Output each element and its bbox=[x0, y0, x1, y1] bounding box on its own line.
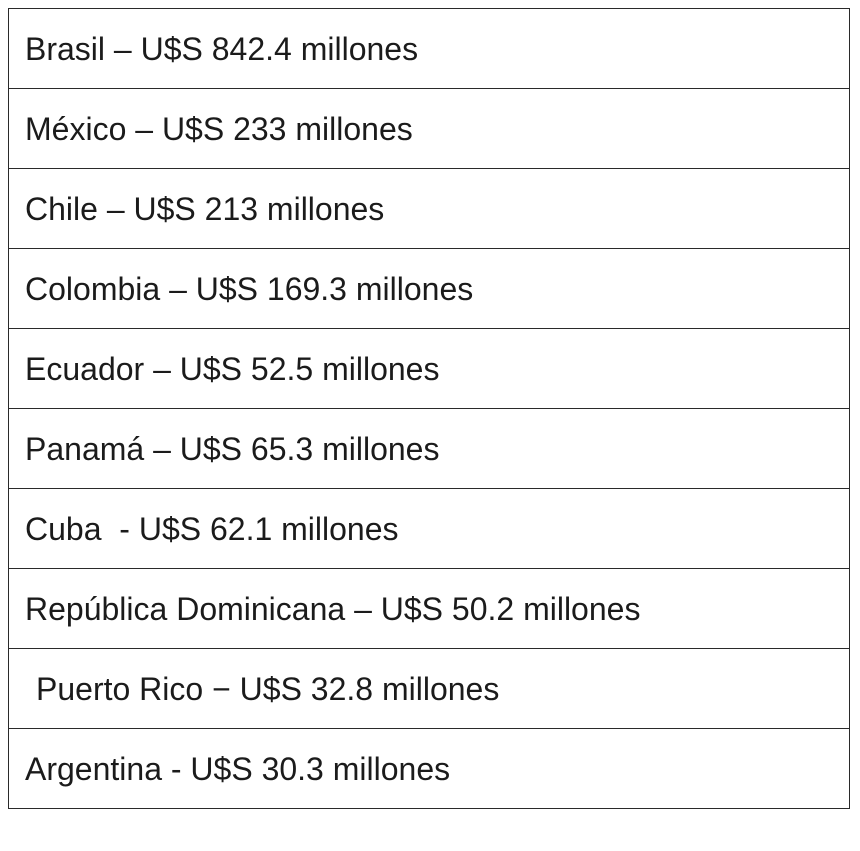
table-cell-ecuador: Ecuador – U$S 52.5 millones bbox=[8, 328, 850, 409]
table-row: Brasil – U$S 842.4 millones bbox=[8, 8, 850, 89]
table-cell-chile: Chile – U$S 213 millones bbox=[8, 168, 850, 249]
table-cell-argentina: Argentina - U$S 30.3 millones bbox=[8, 728, 850, 809]
table-row: Colombia – U$S 169.3 millones bbox=[8, 248, 850, 329]
table-cell-cuba: Cuba - U$S 62.1 millones bbox=[8, 488, 850, 569]
table-row: Ecuador – U$S 52.5 millones bbox=[8, 328, 850, 409]
table-cell-colombia: Colombia – U$S 169.3 millones bbox=[8, 248, 850, 329]
table-row: Panamá – U$S 65.3 millones bbox=[8, 408, 850, 489]
table-cell-panama: Panamá – U$S 65.3 millones bbox=[8, 408, 850, 489]
table-row: Argentina - U$S 30.3 millones bbox=[8, 728, 850, 809]
table-cell-republica-dominicana: República Dominicana – U$S 50.2 millones bbox=[8, 568, 850, 649]
table-row: República Dominicana – U$S 50.2 millones bbox=[8, 568, 850, 649]
table-row: Puerto Rico − U$S 32.8 millones bbox=[8, 648, 850, 729]
countries-table-container: Brasil – U$S 842.4 millones México – U$S… bbox=[8, 8, 850, 809]
table-cell-mexico: México – U$S 233 millones bbox=[8, 88, 850, 169]
table-cell-puerto-rico: Puerto Rico − U$S 32.8 millones bbox=[8, 648, 850, 729]
countries-investment-table: Brasil – U$S 842.4 millones México – U$S… bbox=[8, 8, 850, 809]
table-row: México – U$S 233 millones bbox=[8, 88, 850, 169]
table-cell-brasil: Brasil – U$S 842.4 millones bbox=[8, 8, 850, 89]
table-row: Cuba - U$S 62.1 millones bbox=[8, 488, 850, 569]
table-row: Chile – U$S 213 millones bbox=[8, 168, 850, 249]
